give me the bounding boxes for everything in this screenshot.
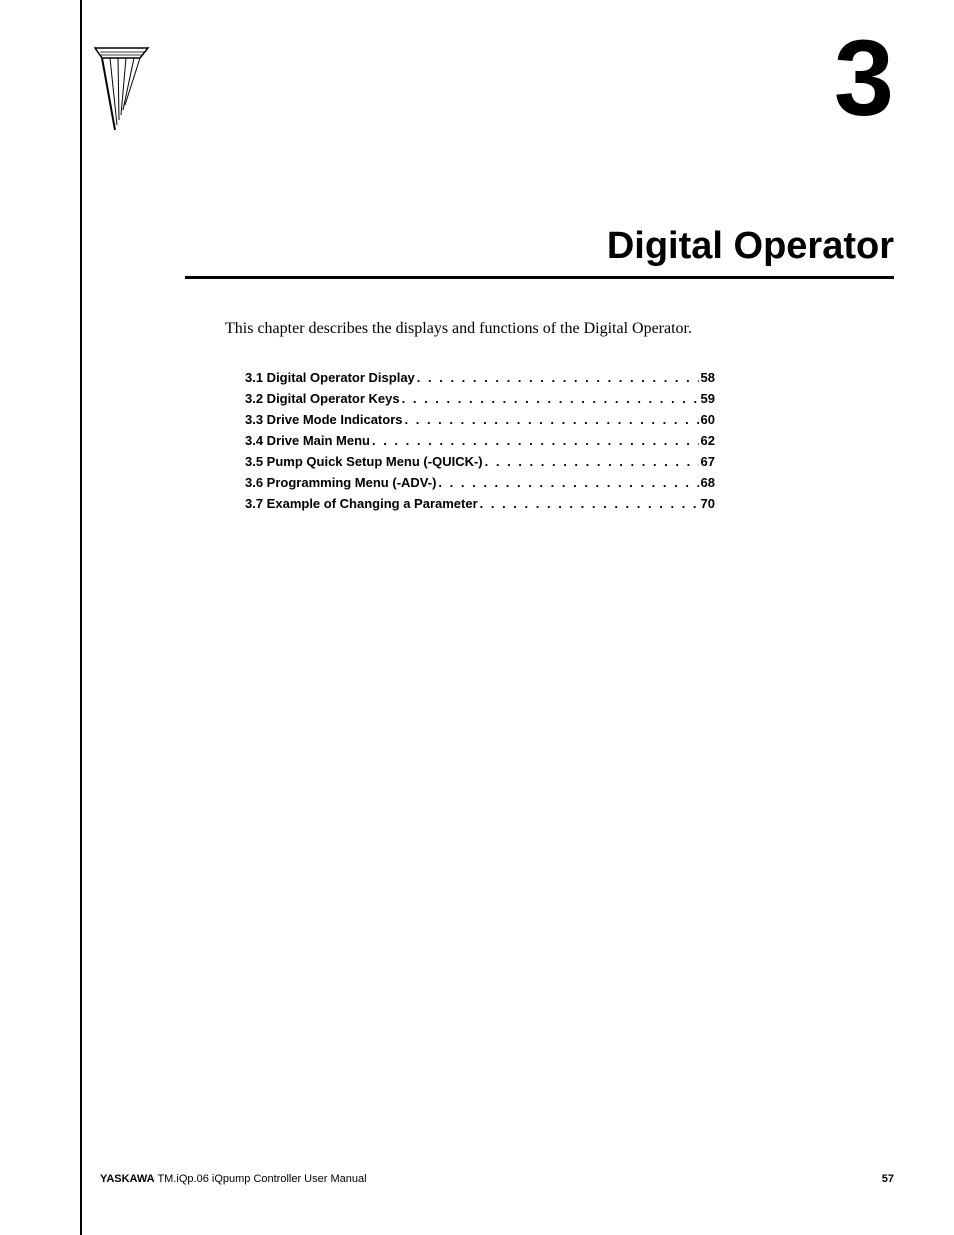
toc-leader-dots: . . . . . . . . . . . . . . . . . . . . …: [485, 454, 699, 469]
toc-entry-page: 67: [701, 454, 715, 469]
toc-entry-label: 3.7 Example of Changing a Parameter: [245, 496, 478, 511]
brand-logo: [90, 40, 160, 140]
left-vertical-rule: [80, 0, 82, 1235]
page-container: 3 Digital Operator This chapter describe…: [0, 0, 954, 1235]
toc-entry-page: 58: [701, 370, 715, 385]
toc-entry-label: 3.1 Digital Operator Display: [245, 370, 415, 385]
footer-page-number: 57: [882, 1173, 894, 1185]
toc-entry-page: 62: [701, 433, 715, 448]
page-footer: YASKAWA TM.iQp.06 iQpump Controller User…: [100, 1173, 894, 1185]
chapter-title: Digital Operator: [185, 225, 894, 268]
toc-entry-page: 60: [701, 412, 715, 427]
chapter-number: 3: [834, 15, 894, 140]
toc-entry-page: 68: [701, 475, 715, 490]
table-of-contents: 3.1 Digital Operator Display . . . . . .…: [245, 370, 715, 517]
toc-leader-dots: . . . . . . . . . . . . . . . . . . . . …: [402, 391, 699, 406]
toc-entry-label: 3.4 Drive Main Menu: [245, 433, 370, 448]
toc-entry: 3.2 Digital Operator Keys . . . . . . . …: [245, 391, 715, 406]
toc-entry-label: 3.5 Pump Quick Setup Menu (-QUICK-): [245, 454, 483, 469]
footer-doc-title: TM.iQp.06 iQpump Controller User Manual: [155, 1173, 367, 1185]
toc-entry-label: 3.6 Programming Menu (-ADV-): [245, 475, 436, 490]
toc-leader-dots: . . . . . . . . . . . . . . . . . . . . …: [417, 370, 699, 385]
toc-entry-label: 3.3 Drive Mode Indicators: [245, 412, 403, 427]
title-horizontal-rule: [185, 276, 894, 279]
toc-entry: 3.1 Digital Operator Display . . . . . .…: [245, 370, 715, 385]
chapter-title-block: Digital Operator: [185, 225, 894, 279]
toc-entry-page: 59: [701, 391, 715, 406]
toc-entry: 3.4 Drive Main Menu . . . . . . . . . . …: [245, 433, 715, 448]
footer-doc-info: YASKAWA TM.iQp.06 iQpump Controller User…: [100, 1173, 367, 1185]
toc-entry: 3.3 Drive Mode Indicators . . . . . . . …: [245, 412, 715, 427]
footer-brand: YASKAWA: [100, 1173, 155, 1185]
toc-leader-dots: . . . . . . . . . . . . . . . . . . . . …: [405, 412, 699, 427]
toc-entry: 3.5 Pump Quick Setup Menu (-QUICK-) . . …: [245, 454, 715, 469]
toc-leader-dots: . . . . . . . . . . . . . . . . . . . . …: [438, 475, 698, 490]
toc-leader-dots: . . . . . . . . . . . . . . . . . . . . …: [480, 496, 699, 511]
toc-leader-dots: . . . . . . . . . . . . . . . . . . . . …: [372, 433, 699, 448]
chapter-intro-text: This chapter describes the displays and …: [225, 320, 692, 338]
toc-entry: 3.6 Programming Menu (-ADV-) . . . . . .…: [245, 475, 715, 490]
toc-entry: 3.7 Example of Changing a Parameter . . …: [245, 496, 715, 511]
toc-entry-label: 3.2 Digital Operator Keys: [245, 391, 400, 406]
toc-entry-page: 70: [701, 496, 715, 511]
